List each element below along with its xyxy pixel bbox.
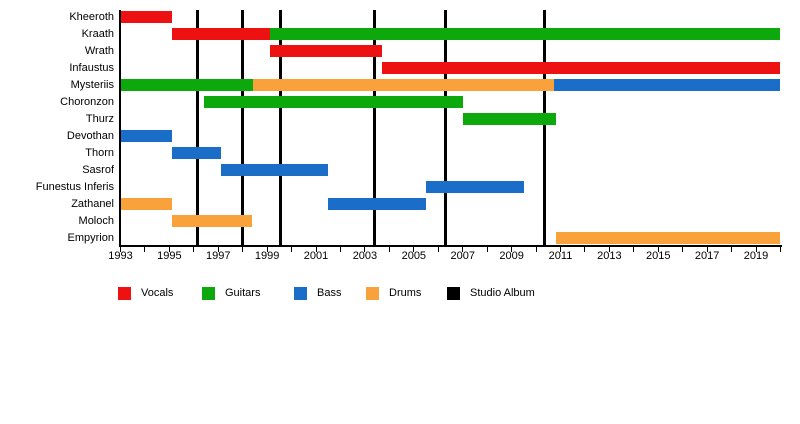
member-label: Sasrof (82, 164, 114, 176)
timeline-bar-drums (252, 79, 555, 91)
axis-tick (682, 247, 684, 252)
timeline-bar-guitars (203, 96, 463, 108)
axis-tick (217, 247, 219, 252)
studio-album-line (444, 10, 448, 245)
axis-tick (511, 247, 513, 252)
timeline-bar-drums (171, 215, 253, 227)
member-label: Kheeroth (69, 11, 114, 23)
member-label: Moloch (78, 215, 114, 227)
legend-swatch-vocals (118, 287, 131, 300)
axis-tick (168, 247, 170, 252)
axis-year-label: 1999 (254, 250, 280, 262)
axis-year-label: 2009 (499, 250, 524, 262)
legend-label: Guitars (225, 287, 261, 299)
axis-tick (144, 247, 146, 252)
axis-tick (193, 247, 195, 252)
axis-tick (413, 247, 415, 252)
timeline-bar-guitars (462, 113, 556, 125)
member-label: Funestus Inferis (35, 181, 114, 193)
studio-album-line (279, 10, 283, 245)
axis-tick (535, 247, 537, 252)
timeline-bar-drums (555, 232, 781, 244)
axis-tick (291, 247, 293, 252)
axis-tick (242, 247, 244, 252)
axis-year-label: 2013 (597, 250, 622, 262)
timeline-bar-bass (328, 198, 427, 210)
legend-label: Studio Album (470, 287, 535, 299)
axis-tick (780, 247, 781, 252)
axis-year-label: 2015 (646, 250, 671, 262)
axis-year-label: 2017 (694, 250, 720, 262)
axis-tick (120, 247, 121, 252)
member-label: Thurz (85, 113, 114, 125)
studio-album-line (543, 10, 547, 245)
axis-year-label: 1997 (206, 250, 231, 262)
timeline-bar-bass (554, 79, 781, 91)
member-label: Wrath (84, 45, 114, 57)
axis-tick (462, 247, 464, 252)
studio-album-line (373, 10, 377, 245)
axis-year-label: 2003 (352, 250, 378, 262)
member-label: Infaustus (69, 62, 114, 74)
studio-album-line (241, 10, 245, 245)
studio-album-line (196, 10, 199, 245)
timeline-bar-bass (171, 147, 221, 159)
axis-tick (315, 247, 317, 252)
legend-swatch-guitars (202, 287, 215, 300)
axis-tick (364, 247, 366, 252)
axis-tick (584, 247, 586, 252)
member-label: Choronzon (60, 96, 114, 108)
timeline-bar-guitars (269, 28, 781, 40)
axis-tick (486, 247, 488, 252)
member-label: Devothan (66, 130, 114, 142)
axis-tick (633, 247, 635, 252)
timeline-bar-vocals (171, 28, 270, 40)
axis-year-label: 2005 (401, 250, 427, 262)
timeline-bar-drums (120, 198, 172, 210)
timeline-bar-bass (426, 181, 524, 193)
axis-tick (608, 247, 610, 252)
member-label: Kraath (81, 28, 114, 40)
axis-tick (706, 247, 708, 252)
legend-label: Drums (389, 287, 422, 299)
timeline-bar-vocals (120, 11, 172, 23)
member-label: Thorn (85, 147, 114, 159)
axis-tick (657, 247, 659, 252)
y-axis-line (119, 10, 121, 247)
axis-tick (388, 247, 390, 252)
axis-year-label: 2001 (303, 250, 329, 262)
axis-year-label: 1993 (108, 250, 133, 262)
axis-year-label: 1995 (157, 250, 182, 262)
legend-label: Vocals (141, 287, 174, 299)
axis-tick (755, 247, 757, 252)
axis-tick (340, 247, 341, 252)
axis-year-label: 2007 (450, 250, 475, 262)
legend-swatch-bass (294, 287, 307, 300)
axis-tick (560, 247, 561, 252)
member-label: Mysteriis (70, 79, 114, 91)
legend-swatch-studio-album (447, 287, 460, 300)
axis-tick (731, 247, 733, 252)
member-label: Zathanel (71, 198, 114, 210)
timeline-bar-bass (120, 130, 172, 142)
axis-year-label: 2011 (548, 250, 573, 262)
timeline-bar-bass (220, 164, 329, 176)
timeline-bar-vocals (382, 62, 781, 74)
axis-tick (437, 247, 439, 252)
legend-label: Bass (317, 287, 342, 299)
legend-swatch-drums (366, 287, 379, 300)
timeline-bar-guitars (120, 79, 253, 91)
member-label: Empyrion (67, 232, 114, 244)
axis-tick (266, 247, 268, 252)
axis-year-label: 2019 (743, 250, 769, 262)
x-axis-line (119, 245, 782, 247)
timeline-bar-vocals (269, 45, 383, 57)
